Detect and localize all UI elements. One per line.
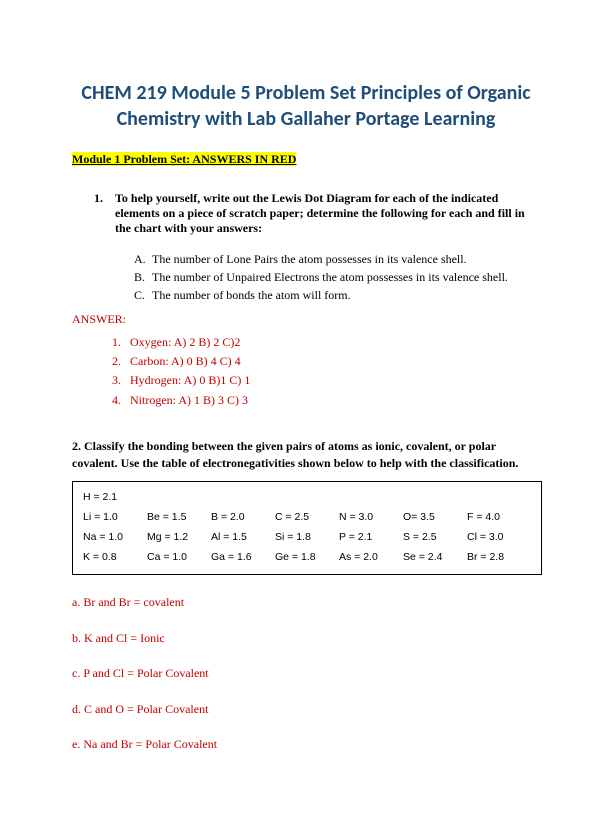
en-row-1: Li = 1.0 Be = 1.5 B = 2.0 C = 2.5 N = 3.… [83, 508, 531, 528]
q1-answer-1: 1.Oxygen: A) 2 B) 2 C)2 [112, 333, 540, 352]
q2-answer-d: d. C and O = Polar Covalent [72, 702, 540, 718]
electronegativity-table: H = 2.1 Li = 1.0 Be = 1.5 B = 2.0 C = 2.… [72, 481, 542, 575]
q1-part-c: C.The number of bonds the atom will form… [134, 286, 540, 304]
q2-answer-a: a. Br and Br = covalent [72, 595, 540, 611]
page-title: CHEM 219 Module 5 Problem Set Principles… [72, 80, 540, 132]
en-row-2: Na = 1.0 Mg = 1.2 Al = 1.5 Si = 1.8 P = … [83, 528, 531, 548]
q1-number: 1. [94, 191, 112, 206]
q1-part-b: B.The number of Unpaired Electrons the a… [134, 268, 540, 286]
q1-answer-2: 2.Carbon: A) 0 B) 4 C) 4 [112, 352, 540, 371]
q2-answer-c: c. P and Cl = Polar Covalent [72, 666, 540, 682]
question-2: 2. Classify the bonding between the give… [72, 438, 540, 472]
answer-label: ANSWER: [72, 312, 540, 327]
subtitle: Module 1 Problem Set: ANSWERS IN RED [72, 152, 296, 166]
question-1: 1. To help yourself, write out the Lewis… [94, 191, 540, 304]
q1-answers: 1.Oxygen: A) 2 B) 2 C)2 2.Carbon: A) 0 B… [112, 333, 540, 410]
q1-part-a: A.The number of Lone Pairs the atom poss… [134, 250, 540, 268]
en-row-3: K = 0.8 Ca = 1.0 Ga = 1.6 Ge = 1.8 As = … [83, 548, 531, 568]
q2-answers: a. Br and Br = covalent b. K and Cl = Io… [72, 595, 540, 753]
q1-answer-3: 3.Hydrogen: A) 0 B)1 C) 1 [112, 371, 540, 390]
q2-answer-b: b. K and Cl = Ionic [72, 631, 540, 647]
q1-answer-4: 4.Nitrogen: A) 1 B) 3 C) 3 [112, 391, 540, 410]
q1-parts: A.The number of Lone Pairs the atom poss… [134, 250, 540, 304]
q1-text: To help yourself, write out the Lewis Do… [115, 191, 535, 236]
en-row-0: H = 2.1 [83, 488, 531, 508]
q2-answer-e: e. Na and Br = Polar Covalent [72, 737, 540, 753]
